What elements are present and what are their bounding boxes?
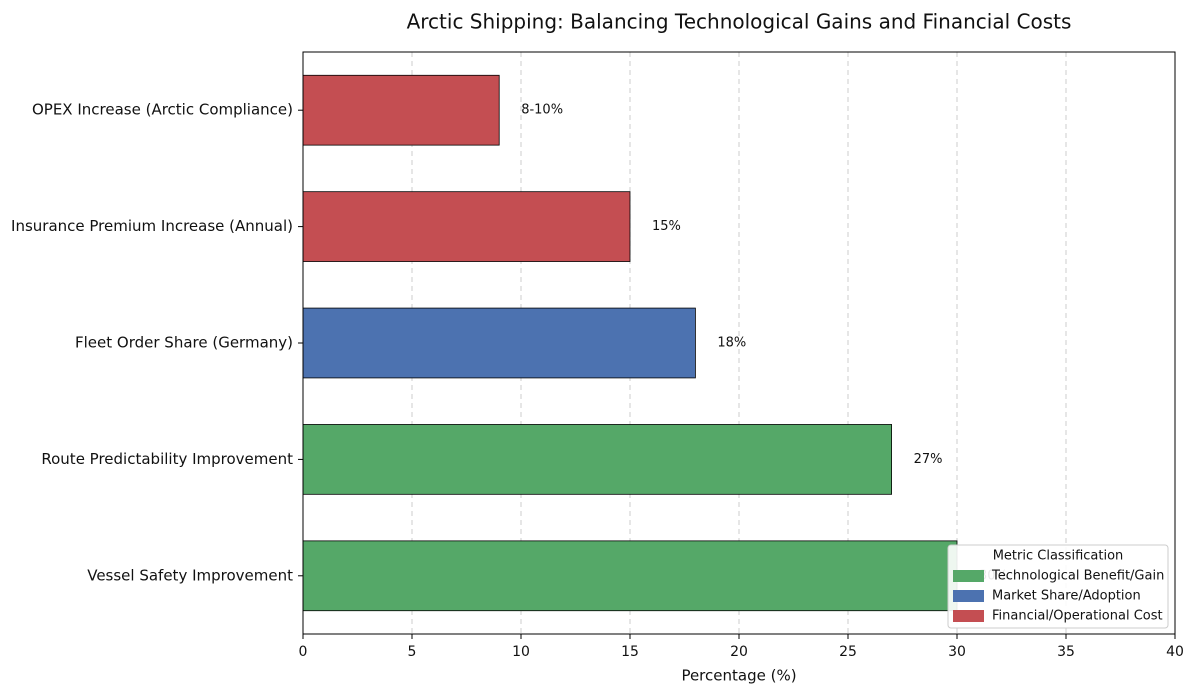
y-tick-label: Fleet Order Share (Germany)	[75, 334, 293, 352]
legend-label: Financial/Operational Cost	[992, 609, 1163, 624]
x-axis-label: Percentage (%)	[681, 667, 796, 685]
bar	[302, 307, 696, 379]
bar	[302, 424, 892, 495]
x-tick-label: 25	[839, 644, 857, 660]
x-tick-label: 0	[299, 644, 308, 660]
bar	[302, 540, 958, 612]
legend-swatch	[953, 570, 984, 582]
legend-label: Market Share/Adoption	[992, 589, 1141, 604]
value-label: 18%	[717, 336, 746, 351]
x-tick-label: 40	[1166, 644, 1184, 660]
y-tick-label: Vessel Safety Improvement	[87, 566, 293, 584]
legend-swatch	[953, 590, 984, 602]
legend-swatch	[953, 610, 984, 622]
y-tick-label: Route Predictability Improvement	[41, 450, 293, 468]
legend-box	[947, 544, 1169, 629]
legend-title: Metric Classification	[993, 549, 1124, 564]
y-tick-label: OPEX Increase (Arctic Compliance)	[32, 101, 293, 119]
x-tick-label: 35	[1057, 644, 1075, 660]
x-tick-label: 15	[621, 644, 639, 660]
y-tick-label: Insurance Premium Increase (Annual)	[11, 217, 293, 235]
x-tick-label: 20	[730, 644, 748, 660]
x-tick-label: 10	[512, 644, 530, 660]
value-label: 27%	[914, 452, 943, 467]
value-label: 8-10%	[521, 103, 563, 118]
x-tick-label: 5	[408, 644, 417, 660]
plot-frame	[302, 51, 1176, 635]
value-label: 15%	[652, 219, 681, 234]
x-tick-label: 30	[948, 644, 966, 660]
bar	[302, 74, 500, 146]
legend-label: Technological Benefit/Gain	[991, 569, 1164, 584]
chart-title: Arctic Shipping: Balancing Technological…	[407, 10, 1072, 34]
bar	[302, 191, 631, 262]
